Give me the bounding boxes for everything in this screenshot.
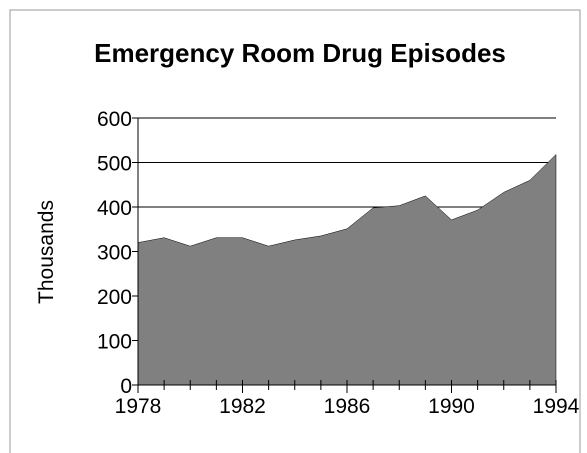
y-tick-label: 500 [97, 153, 132, 176]
frame [9, 9, 581, 453]
y-tick-label: 0 [120, 375, 132, 398]
y-tick-label: 300 [97, 242, 132, 265]
area [137, 153, 557, 386]
y-axis-label: Thousands [35, 200, 58, 304]
y-tick-label: 400 [97, 197, 132, 220]
x-tick-label: 1994 [533, 395, 580, 418]
x-tick-label: 1978 [115, 395, 162, 418]
y-tick-label: 200 [97, 286, 132, 309]
y-tick-label: 600 [97, 108, 132, 131]
chart-title: Emergency Room Drug Episodes [94, 38, 506, 68]
x-tick-label: 1990 [428, 395, 475, 418]
x-tick-label: 1986 [324, 395, 371, 418]
x-tick-label: 1982 [219, 395, 266, 418]
y-tick-label: 100 [97, 331, 132, 354]
